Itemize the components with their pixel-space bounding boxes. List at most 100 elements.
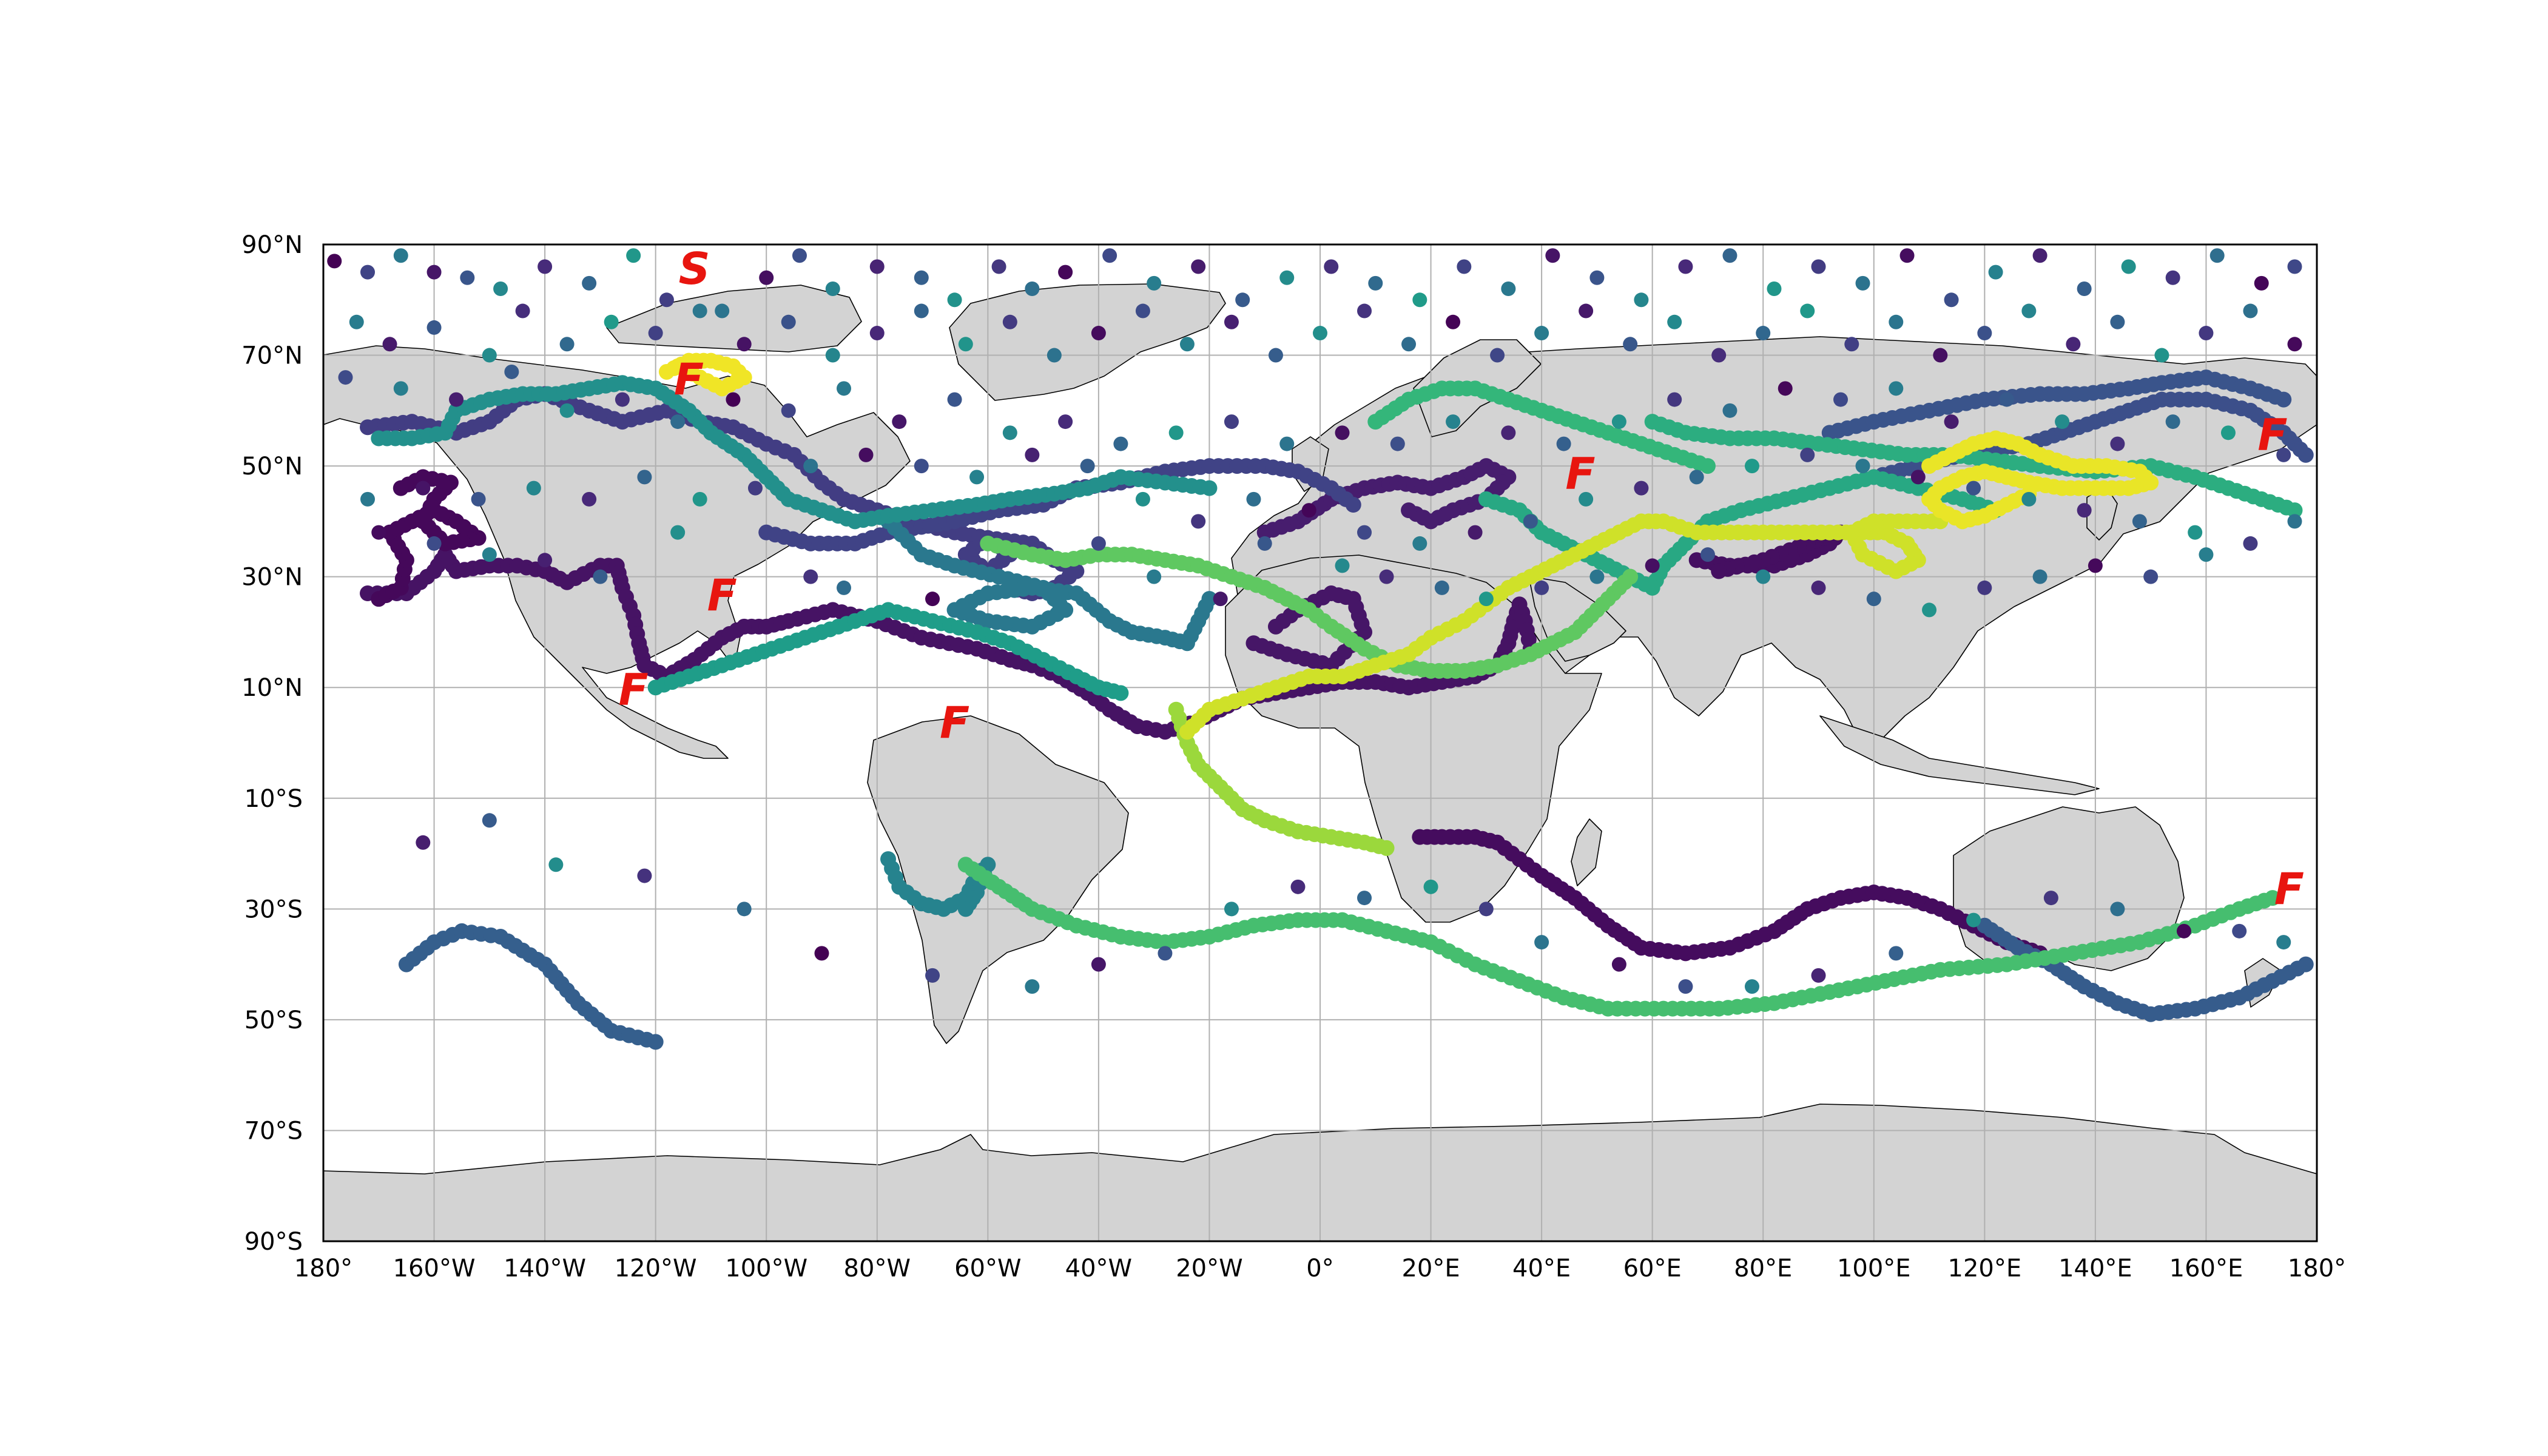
scatter-point bbox=[1457, 259, 1472, 274]
scatter-point bbox=[837, 580, 852, 595]
scatter-point bbox=[1944, 292, 1959, 308]
scatter-point bbox=[1002, 314, 1017, 329]
scatter-point bbox=[548, 857, 564, 872]
scatter-point bbox=[1135, 491, 1150, 507]
scatter-point bbox=[792, 248, 807, 263]
scatter-point bbox=[1800, 303, 1815, 318]
scatter-point bbox=[1147, 569, 1162, 584]
scatter-point bbox=[1091, 326, 1106, 341]
scatter-point bbox=[1446, 414, 1461, 430]
scatter-point bbox=[1523, 514, 1538, 529]
scatter-point bbox=[1046, 348, 1062, 363]
scatter-point bbox=[1589, 569, 1605, 584]
scatter-point bbox=[925, 592, 940, 607]
scatter-point bbox=[460, 270, 475, 285]
scatter-point bbox=[382, 337, 397, 352]
scatter-point bbox=[914, 270, 929, 285]
f-marker: F bbox=[619, 664, 649, 715]
scatter-point bbox=[2021, 303, 2037, 318]
x-tick-label: 60°W bbox=[954, 1255, 1021, 1282]
scatter-point bbox=[991, 259, 1006, 274]
f-markers: F F F F F F F S bbox=[619, 243, 2304, 914]
scatter-point bbox=[515, 303, 530, 318]
scatter-point bbox=[1478, 592, 1494, 607]
scatter-point bbox=[360, 491, 376, 507]
scatter-point bbox=[393, 248, 408, 263]
scatter-point bbox=[1966, 480, 1981, 496]
land-madagascar bbox=[1571, 818, 1602, 886]
scatter-point bbox=[538, 553, 553, 568]
scatter-point bbox=[1368, 275, 1383, 291]
scatter-point bbox=[1534, 935, 1549, 950]
y-tick-label: 30°S bbox=[244, 895, 303, 923]
scatter-point bbox=[1944, 414, 1959, 430]
y-tick-label: 50°N bbox=[241, 453, 303, 480]
scatter-point bbox=[2199, 326, 2214, 341]
scatter-point bbox=[1966, 912, 1981, 928]
scatter-point bbox=[1811, 259, 1826, 274]
start-marker: S bbox=[679, 243, 710, 294]
scatter-point bbox=[1611, 957, 1626, 972]
scatter-point bbox=[426, 265, 442, 280]
scatter-point bbox=[1213, 592, 1228, 607]
scatter-point bbox=[1235, 292, 1250, 308]
scatter-point bbox=[559, 403, 575, 418]
scatter-point bbox=[2066, 337, 2081, 352]
scatter-point bbox=[1091, 536, 1106, 551]
y-tick-label: 90°S bbox=[244, 1228, 303, 1256]
scatter-point bbox=[2165, 414, 2180, 430]
scatter-point bbox=[1667, 392, 1682, 407]
scatter-point bbox=[858, 447, 874, 462]
scatter-point bbox=[1080, 459, 1095, 474]
y-tick-label: 10°N bbox=[241, 674, 303, 702]
scatter-point bbox=[1179, 337, 1195, 352]
scatter-point bbox=[559, 337, 575, 352]
scatter-point bbox=[1933, 348, 1948, 363]
scatter-point bbox=[759, 270, 774, 285]
scatter-point bbox=[360, 265, 376, 280]
scatter-point bbox=[837, 381, 852, 396]
scatter-point bbox=[1113, 436, 1128, 451]
scatter-point bbox=[416, 480, 431, 496]
scatter-point bbox=[1025, 447, 1040, 462]
scatter-point bbox=[1147, 275, 1162, 291]
scatter-point bbox=[1135, 303, 1150, 318]
y-tick-label: 30°N bbox=[241, 564, 303, 592]
track-point bbox=[1345, 497, 1361, 513]
x-tick-label: 60°E bbox=[1623, 1255, 1682, 1282]
scatter-point bbox=[1634, 292, 1649, 308]
scatter-point bbox=[482, 813, 497, 828]
scatter-point bbox=[781, 403, 796, 418]
scatter-point bbox=[2232, 923, 2247, 939]
scatter-point bbox=[1977, 580, 1992, 595]
scatter-point bbox=[1634, 480, 1649, 496]
scatter-point bbox=[582, 275, 597, 291]
track-point bbox=[647, 1034, 664, 1050]
scatter-point bbox=[1711, 348, 1727, 363]
scatter-point bbox=[1434, 580, 1449, 595]
scatter-point bbox=[1468, 525, 1483, 540]
scatter-point bbox=[1744, 979, 1759, 994]
f-marker: F bbox=[2257, 410, 2287, 460]
scatter-point bbox=[914, 303, 929, 318]
scatter-point bbox=[1545, 248, 1560, 263]
scatter-point bbox=[1678, 259, 1693, 274]
scatter-point bbox=[1290, 879, 1306, 894]
scatter-point bbox=[1811, 580, 1826, 595]
scatter-point bbox=[1744, 459, 1759, 474]
map-frame bbox=[322, 243, 2318, 1242]
scatter-point bbox=[1800, 447, 1815, 462]
x-tick-label: 100°W bbox=[725, 1255, 807, 1282]
scatter-point bbox=[1324, 259, 1339, 274]
track-point bbox=[1378, 840, 1395, 856]
scatter-point bbox=[426, 536, 442, 551]
scatter-point bbox=[2110, 314, 2125, 329]
scatter-point bbox=[814, 946, 829, 961]
scatter-point bbox=[1722, 403, 1737, 418]
scatter-point bbox=[615, 392, 630, 407]
scatter-point bbox=[2165, 270, 2180, 285]
scatter-point bbox=[1722, 248, 1737, 263]
track-point bbox=[2276, 391, 2292, 408]
track-point bbox=[1201, 480, 1218, 496]
